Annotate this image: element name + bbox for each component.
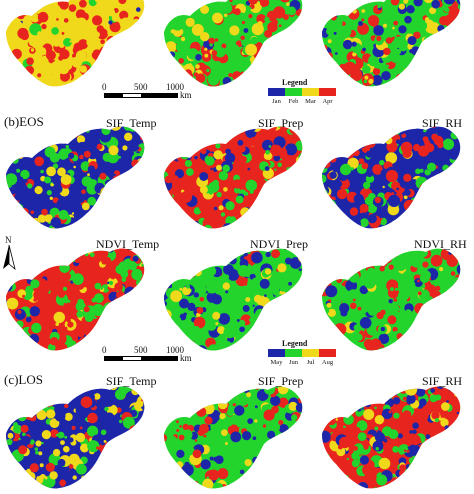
scale-bar-graphic xyxy=(104,356,178,361)
legend-swatch-jan xyxy=(268,88,285,96)
map-r3c3 xyxy=(318,240,466,356)
legend-swatch-apr xyxy=(319,88,336,96)
scale-unit: km xyxy=(180,354,192,363)
legend-swatch-aug xyxy=(319,349,336,357)
map-r4c1 xyxy=(2,378,150,494)
legend-label-may: May xyxy=(268,359,285,366)
legend-swatch-feb xyxy=(285,88,302,96)
scale-bar-1: 0 500 1000 km xyxy=(104,83,194,103)
map-r4c2 xyxy=(160,378,308,494)
legend-title: Legend xyxy=(282,340,307,348)
scale-bar-graphic xyxy=(104,93,178,98)
scale-tick-500: 500 xyxy=(134,346,148,355)
scale-tick-0: 0 xyxy=(102,83,107,92)
legend-label-aug: Aug xyxy=(319,359,336,366)
legend-label-feb: Feb xyxy=(285,98,302,105)
legend-swatch-jul xyxy=(302,349,319,357)
legend-swatch-mar xyxy=(302,88,319,96)
map-r2c3 xyxy=(318,118,466,234)
scale-bar-2: 0 500 1000 km xyxy=(104,346,194,366)
map-r4c3 xyxy=(318,378,466,494)
legend-swatch-may xyxy=(268,349,285,357)
legend-label-jun: Jun xyxy=(285,359,302,366)
map-r2c2 xyxy=(160,118,308,234)
legend-label-jul: Jul xyxy=(302,359,319,366)
legend-2: Legend May Jun Jul Aug xyxy=(268,340,348,368)
scale-tick-0: 0 xyxy=(102,346,107,355)
map-r2c1 xyxy=(2,118,150,234)
map-r3c1 xyxy=(2,240,150,356)
legend-1: Legend Jan Feb Mar Apr xyxy=(268,79,348,107)
legend-label-apr: Apr xyxy=(319,98,336,105)
scale-unit: km xyxy=(180,91,192,100)
legend-title: Legend xyxy=(282,79,307,87)
map-r1c1 xyxy=(2,0,150,92)
scale-tick-500: 500 xyxy=(134,83,148,92)
legend-label-jan: Jan xyxy=(268,98,285,105)
legend-swatch-jun xyxy=(285,349,302,357)
legend-label-mar: Mar xyxy=(302,98,319,105)
